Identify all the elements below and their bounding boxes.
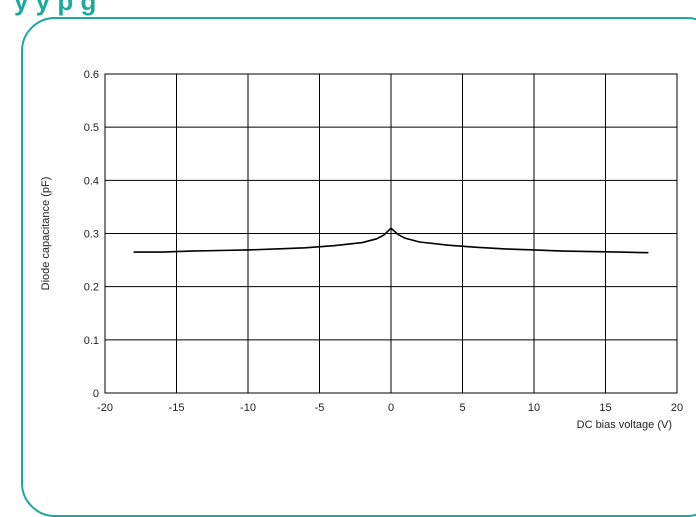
y-tick-label: 0.5: [84, 122, 99, 134]
x-tick-label: 20: [671, 402, 683, 414]
x-tick-label: 15: [599, 402, 611, 414]
grid: [104, 73, 678, 394]
plot-area: [104, 73, 678, 394]
y-tick-label: 0.6: [84, 69, 99, 81]
page-title: y y p g: [14, 0, 97, 16]
x-tick-label: -20: [97, 402, 113, 414]
x-tick-label: -10: [240, 402, 256, 414]
tick-labels: -20 -15 -10 -5 0 5 10 15 20 0 0.1 0.2 0.3 0.4 0.5 0.6: [84, 69, 683, 414]
x-axis-label: DC bias voltage (V): [577, 419, 672, 431]
series: [133, 227, 649, 254]
y-tick-label: 0.4: [84, 175, 99, 187]
y-tick-label: 0.3: [84, 229, 99, 241]
y-tick-label: 0.2: [84, 282, 99, 294]
x-tick-label: 0: [388, 402, 394, 414]
x-tick-label: 10: [528, 402, 540, 414]
series-line: [133, 227, 649, 254]
y-tick-label: 0.1: [84, 335, 99, 347]
x-tick-label: -15: [169, 402, 185, 414]
x-tick-label: 5: [459, 402, 465, 414]
y-axis-label: Diode capacitance (pF): [40, 177, 52, 291]
x-tick-label: -5: [315, 402, 325, 414]
line-chart: -20 -15 -10 -5 0 5 10 15 20 0 0.1 0.2 0.3 0.4 0.5 0.6 D…: [40, 69, 683, 431]
y-tick-label: 0: [93, 388, 99, 400]
